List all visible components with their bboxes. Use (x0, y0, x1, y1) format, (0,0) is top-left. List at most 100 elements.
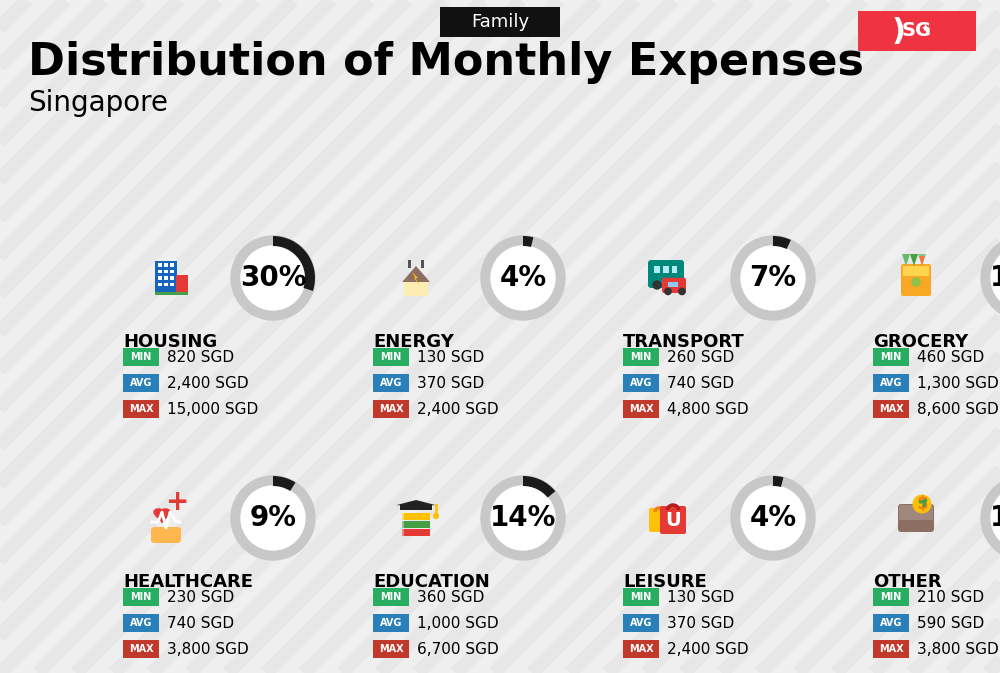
FancyBboxPatch shape (672, 266, 677, 273)
Text: AVG: AVG (880, 618, 902, 628)
Text: 9%: 9% (250, 504, 296, 532)
Text: MIN: MIN (130, 352, 152, 362)
Circle shape (481, 476, 565, 560)
Text: 820 SGD: 820 SGD (167, 349, 234, 365)
Text: 3,800 SGD: 3,800 SGD (917, 641, 999, 656)
Text: SG: SG (902, 22, 932, 40)
Circle shape (231, 476, 315, 560)
FancyBboxPatch shape (373, 640, 409, 658)
Text: ): ) (892, 17, 906, 46)
FancyBboxPatch shape (668, 283, 678, 287)
Polygon shape (918, 254, 926, 266)
Text: LEISURE: LEISURE (623, 573, 707, 591)
Polygon shape (154, 509, 170, 522)
Circle shape (231, 236, 315, 320)
Circle shape (241, 486, 305, 550)
Text: 740 SGD: 740 SGD (667, 376, 734, 390)
Text: MIN: MIN (130, 592, 152, 602)
Text: AVG: AVG (380, 378, 402, 388)
FancyBboxPatch shape (623, 400, 659, 418)
FancyBboxPatch shape (440, 7, 560, 37)
Text: TRANSPORT: TRANSPORT (623, 333, 745, 351)
FancyBboxPatch shape (158, 283, 162, 286)
Text: ✦: ✦ (920, 24, 930, 34)
Text: 2,400 SGD: 2,400 SGD (167, 376, 249, 390)
Text: MIN: MIN (380, 592, 402, 602)
Circle shape (981, 236, 1000, 320)
Text: 740 SGD: 740 SGD (167, 616, 234, 631)
FancyBboxPatch shape (158, 270, 162, 273)
Circle shape (481, 236, 565, 320)
FancyBboxPatch shape (901, 264, 931, 296)
Text: Family: Family (471, 13, 529, 31)
FancyBboxPatch shape (903, 266, 929, 276)
FancyBboxPatch shape (170, 276, 174, 280)
Text: HEALTHCARE: HEALTHCARE (123, 573, 253, 591)
Text: 8,600 SGD: 8,600 SGD (917, 402, 999, 417)
Text: 19%: 19% (990, 264, 1000, 292)
Text: 4,800 SGD: 4,800 SGD (667, 402, 749, 417)
Circle shape (665, 288, 671, 295)
FancyBboxPatch shape (662, 278, 686, 293)
Text: MIN: MIN (630, 352, 652, 362)
FancyBboxPatch shape (373, 614, 409, 632)
Circle shape (741, 486, 805, 550)
Text: 360 SGD: 360 SGD (417, 590, 484, 604)
Text: 370 SGD: 370 SGD (667, 616, 734, 631)
FancyBboxPatch shape (123, 588, 159, 606)
Circle shape (241, 246, 305, 310)
Text: HOUSING: HOUSING (123, 333, 217, 351)
Text: 210 SGD: 210 SGD (917, 590, 984, 604)
Text: AVG: AVG (130, 618, 152, 628)
FancyBboxPatch shape (654, 266, 660, 273)
FancyBboxPatch shape (164, 270, 168, 273)
FancyBboxPatch shape (158, 263, 162, 267)
Text: ENERGY: ENERGY (373, 333, 454, 351)
FancyBboxPatch shape (155, 292, 188, 295)
Text: MAX: MAX (879, 644, 903, 654)
FancyBboxPatch shape (873, 640, 909, 658)
FancyBboxPatch shape (873, 400, 909, 418)
Text: MIN: MIN (630, 592, 652, 602)
Wedge shape (773, 476, 783, 487)
Text: 230 SGD: 230 SGD (167, 590, 234, 604)
Text: MAX: MAX (629, 644, 653, 654)
Text: 130 SGD: 130 SGD (667, 590, 734, 604)
Circle shape (671, 281, 679, 289)
FancyBboxPatch shape (164, 263, 168, 267)
FancyBboxPatch shape (873, 348, 909, 366)
Text: 590 SGD: 590 SGD (917, 616, 984, 631)
Polygon shape (902, 254, 910, 266)
Wedge shape (773, 236, 791, 249)
Polygon shape (402, 266, 430, 282)
Text: +: + (166, 488, 190, 516)
FancyBboxPatch shape (373, 374, 409, 392)
FancyBboxPatch shape (623, 588, 659, 606)
Circle shape (491, 246, 555, 310)
Circle shape (991, 246, 1000, 310)
FancyBboxPatch shape (402, 513, 430, 520)
Text: AVG: AVG (880, 378, 902, 388)
Circle shape (731, 236, 815, 320)
Text: OTHER: OTHER (873, 573, 942, 591)
Circle shape (434, 513, 438, 518)
FancyBboxPatch shape (402, 529, 404, 536)
FancyBboxPatch shape (898, 504, 934, 532)
Polygon shape (910, 254, 918, 266)
FancyBboxPatch shape (170, 263, 174, 267)
Polygon shape (919, 256, 925, 266)
Text: 14%: 14% (490, 504, 556, 532)
Text: 2,400 SGD: 2,400 SGD (417, 402, 499, 417)
Circle shape (731, 476, 815, 560)
Circle shape (679, 288, 685, 295)
Wedge shape (523, 236, 533, 247)
Text: EDUCATION: EDUCATION (373, 573, 490, 591)
Text: MAX: MAX (129, 644, 153, 654)
Wedge shape (273, 236, 315, 291)
Text: 4%: 4% (749, 504, 797, 532)
FancyBboxPatch shape (660, 506, 686, 534)
Text: 7%: 7% (749, 264, 797, 292)
Text: 1,000 SGD: 1,000 SGD (417, 616, 499, 631)
FancyBboxPatch shape (164, 276, 168, 280)
Text: 2,400 SGD: 2,400 SGD (667, 641, 749, 656)
